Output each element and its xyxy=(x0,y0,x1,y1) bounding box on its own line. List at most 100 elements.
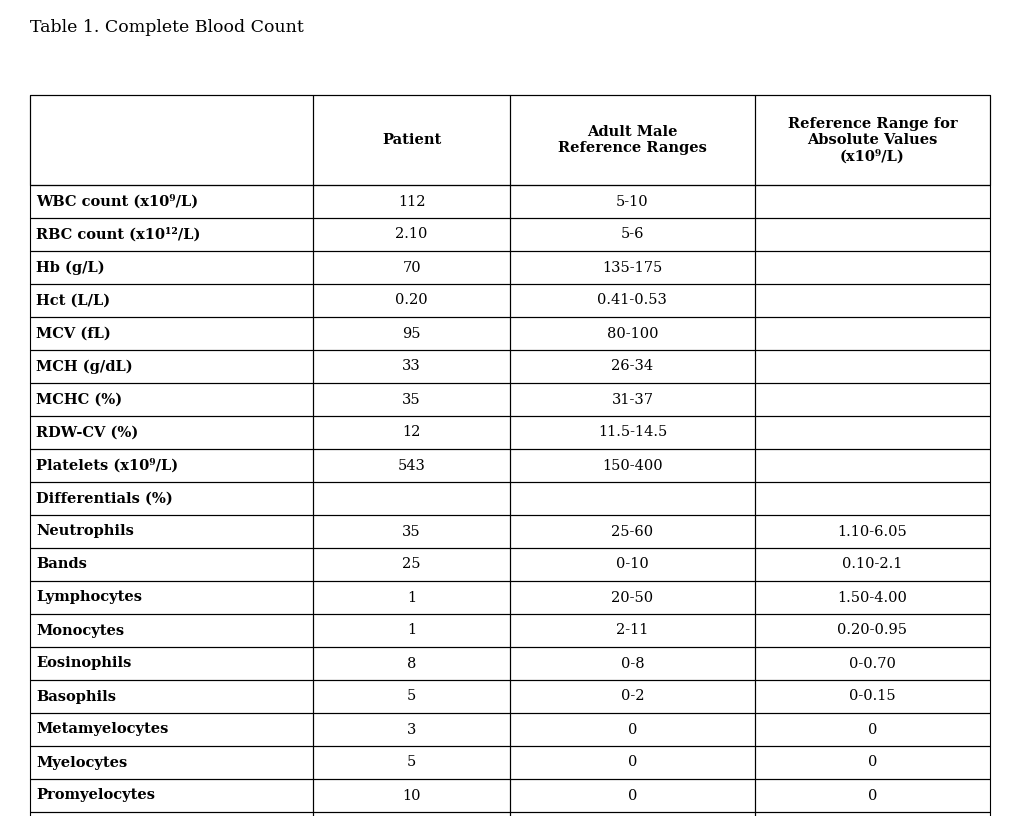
Text: 0.10-2.1: 0.10-2.1 xyxy=(842,557,902,571)
Bar xyxy=(510,548,755,581)
Text: 33: 33 xyxy=(402,360,421,374)
Text: Myelocytes: Myelocytes xyxy=(36,756,127,769)
Bar xyxy=(510,317,755,350)
Text: Lymphocytes: Lymphocytes xyxy=(36,591,142,605)
Bar xyxy=(313,713,510,746)
Bar xyxy=(755,482,990,515)
Bar xyxy=(313,350,510,383)
Bar xyxy=(755,218,990,251)
Text: Bands: Bands xyxy=(36,557,87,571)
Bar xyxy=(755,284,990,317)
Bar xyxy=(510,779,755,812)
Bar xyxy=(510,614,755,647)
Bar xyxy=(755,449,990,482)
Bar xyxy=(30,779,313,812)
Bar xyxy=(313,581,510,614)
Text: Differentials (%): Differentials (%) xyxy=(36,491,173,505)
Text: 20-50: 20-50 xyxy=(611,591,653,605)
Bar xyxy=(30,515,313,548)
Bar xyxy=(30,416,313,449)
Text: 8: 8 xyxy=(407,657,417,671)
Text: 5-6: 5-6 xyxy=(621,228,644,242)
Text: 2.10: 2.10 xyxy=(395,228,428,242)
Bar xyxy=(510,746,755,779)
Bar xyxy=(510,416,755,449)
Text: 5-10: 5-10 xyxy=(616,194,649,209)
Text: RBC count (x10¹²/L): RBC count (x10¹²/L) xyxy=(36,228,201,242)
Bar xyxy=(510,713,755,746)
Text: 0.20: 0.20 xyxy=(395,294,428,308)
Text: 0: 0 xyxy=(628,722,637,737)
Bar xyxy=(30,383,313,416)
Text: 1: 1 xyxy=(407,623,416,637)
Text: Hb (g/L): Hb (g/L) xyxy=(36,260,104,275)
Bar xyxy=(755,251,990,284)
Text: 0: 0 xyxy=(628,788,637,802)
Text: Patient: Patient xyxy=(382,133,441,147)
Text: 70: 70 xyxy=(402,260,421,274)
Bar xyxy=(313,680,510,713)
Bar xyxy=(313,383,510,416)
Bar xyxy=(30,812,313,816)
Text: 25: 25 xyxy=(402,557,421,571)
Bar xyxy=(313,548,510,581)
Text: Promyelocytes: Promyelocytes xyxy=(36,788,155,802)
Bar xyxy=(30,251,313,284)
Bar xyxy=(30,284,313,317)
Bar xyxy=(313,482,510,515)
Bar xyxy=(510,251,755,284)
Bar xyxy=(30,548,313,581)
Text: Metamyelocytes: Metamyelocytes xyxy=(36,722,168,737)
Bar xyxy=(510,185,755,218)
Text: 35: 35 xyxy=(402,525,421,539)
Bar xyxy=(510,812,755,816)
Bar xyxy=(755,515,990,548)
Bar xyxy=(313,515,510,548)
Bar xyxy=(755,713,990,746)
Text: Hct (L/L): Hct (L/L) xyxy=(36,294,111,308)
Text: Monocytes: Monocytes xyxy=(36,623,124,637)
Bar xyxy=(755,350,990,383)
Bar xyxy=(510,284,755,317)
Bar xyxy=(30,581,313,614)
Text: 0-0.70: 0-0.70 xyxy=(849,657,896,671)
Bar xyxy=(755,95,990,185)
Bar xyxy=(313,812,510,816)
Bar xyxy=(510,95,755,185)
Bar xyxy=(510,482,755,515)
Bar xyxy=(313,218,510,251)
Bar xyxy=(30,713,313,746)
Bar xyxy=(30,614,313,647)
Bar xyxy=(313,317,510,350)
Text: Table 1. Complete Blood Count: Table 1. Complete Blood Count xyxy=(30,20,304,37)
Bar xyxy=(510,449,755,482)
Bar xyxy=(30,185,313,218)
Bar xyxy=(30,647,313,680)
Text: 0.20-0.95: 0.20-0.95 xyxy=(838,623,907,637)
Bar xyxy=(755,614,990,647)
Text: 0: 0 xyxy=(867,722,878,737)
Bar xyxy=(510,647,755,680)
Text: 5: 5 xyxy=(407,690,416,703)
Bar xyxy=(30,482,313,515)
Bar xyxy=(313,185,510,218)
Text: Platelets (x10⁹/L): Platelets (x10⁹/L) xyxy=(36,459,178,472)
Text: Reference Range for
Absolute Values
(x10⁹/L): Reference Range for Absolute Values (x10… xyxy=(787,117,957,163)
Bar xyxy=(510,581,755,614)
Bar xyxy=(755,317,990,350)
Bar xyxy=(313,779,510,812)
Bar xyxy=(510,515,755,548)
Text: Neutrophils: Neutrophils xyxy=(36,525,134,539)
Bar xyxy=(755,779,990,812)
Bar xyxy=(313,614,510,647)
Text: Adult Male
Reference Ranges: Adult Male Reference Ranges xyxy=(558,125,707,155)
Text: 31-37: 31-37 xyxy=(611,392,653,406)
Text: Basophils: Basophils xyxy=(36,690,116,703)
Text: 25-60: 25-60 xyxy=(611,525,653,539)
Text: 1.10-6.05: 1.10-6.05 xyxy=(838,525,907,539)
Bar xyxy=(755,581,990,614)
Text: 35: 35 xyxy=(402,392,421,406)
Bar xyxy=(510,218,755,251)
Text: 1: 1 xyxy=(407,591,416,605)
Text: 112: 112 xyxy=(398,194,425,209)
